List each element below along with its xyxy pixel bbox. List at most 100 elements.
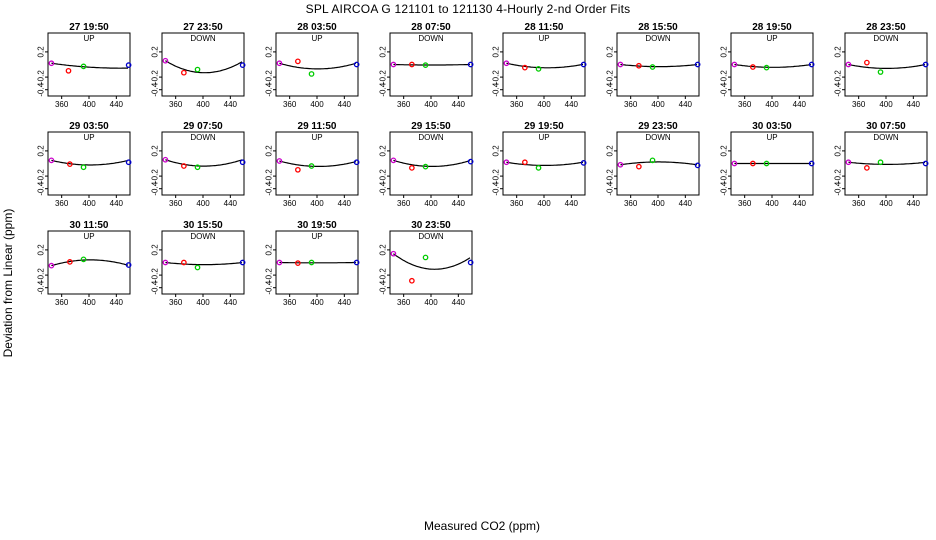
y-tick-label: 0.2 <box>379 145 388 157</box>
data-point <box>48 262 55 269</box>
x-tick-label: 400 <box>651 199 665 208</box>
panel-direction-label: DOWN <box>190 34 216 43</box>
y-tick-label: -0.2 <box>151 169 160 183</box>
y-tick-label: -0.4 <box>379 181 388 195</box>
x-axis-label: Measured CO2 (ppm) <box>423 519 541 533</box>
data-point <box>80 256 87 263</box>
x-tick-label: 360 <box>852 100 866 109</box>
y-tick-label: -0.2 <box>492 70 501 84</box>
x-tick-label: 360 <box>510 100 524 109</box>
y-tick-label: 0.2 <box>492 46 501 58</box>
panel-title: 28 23:50 <box>866 22 906 33</box>
fit-curve <box>506 161 584 166</box>
fit-curve <box>848 161 926 165</box>
data-point <box>65 67 72 74</box>
data-point <box>580 160 587 166</box>
y-tick-label: 0.2 <box>720 46 729 58</box>
fit-curve <box>279 62 357 70</box>
data-point <box>845 159 852 166</box>
data-point <box>181 69 187 76</box>
y-tick-label: -0.2 <box>37 169 46 183</box>
x-tick-label: 360 <box>738 199 752 208</box>
data-point <box>694 61 701 68</box>
data-point <box>353 61 360 68</box>
fit-curve <box>734 63 812 68</box>
panel-title: 27 19:50 <box>69 22 109 33</box>
data-point <box>194 264 201 271</box>
data-point <box>694 162 701 169</box>
x-tick-label: 400 <box>196 100 210 109</box>
panel-direction-label: DOWN <box>418 133 444 142</box>
y-tick-label: 0.2 <box>379 46 388 58</box>
fit-curve <box>165 60 243 74</box>
panel-direction-label: UP <box>766 133 777 142</box>
y-tick-label: 0.2 <box>151 46 160 58</box>
x-tick-label: 440 <box>452 100 466 109</box>
x-tick-label: 440 <box>338 100 352 109</box>
fit-curve <box>848 63 926 69</box>
data-point <box>617 161 624 168</box>
data-point <box>409 277 415 284</box>
y-tick-label: -0.4 <box>151 82 160 96</box>
x-tick-label: 440 <box>110 199 124 208</box>
y-tick-label: 0.2 <box>265 244 274 256</box>
x-tick-label: 440 <box>565 100 579 109</box>
y-tick-label: -0.2 <box>606 70 615 84</box>
y-tick-label: -0.4 <box>720 181 729 195</box>
fit-curve <box>393 63 470 66</box>
fit-curve <box>620 161 698 166</box>
y-tick-label: -0.4 <box>265 280 274 294</box>
data-point <box>864 59 870 66</box>
data-point <box>390 250 397 257</box>
data-point <box>239 62 246 68</box>
data-point <box>276 259 283 266</box>
x-tick-label: 400 <box>765 100 779 109</box>
x-tick-label: 400 <box>537 199 551 208</box>
data-point <box>750 160 756 167</box>
data-point <box>522 159 528 166</box>
panel-title: 28 03:50 <box>297 22 337 33</box>
data-point <box>864 165 870 171</box>
panel-title: 28 07:50 <box>411 22 451 33</box>
panel-direction-label: UP <box>83 34 94 43</box>
fit-curve <box>165 159 243 167</box>
data-point <box>125 62 132 68</box>
data-point <box>503 60 510 67</box>
x-tick-label: 400 <box>82 199 96 208</box>
x-tick-label: 360 <box>852 199 866 208</box>
x-tick-label: 440 <box>224 298 238 307</box>
panel-direction-label: DOWN <box>418 34 444 43</box>
x-tick-label: 440 <box>452 298 466 307</box>
x-tick-label: 400 <box>82 298 96 307</box>
y-tick-label: -0.2 <box>265 169 274 183</box>
x-tick-label: 440 <box>452 199 466 208</box>
y-tick-label: 0.2 <box>151 244 160 256</box>
y-tick-label: 0.2 <box>379 244 388 256</box>
y-tick-label: 0.2 <box>37 145 46 157</box>
data-point <box>390 157 397 164</box>
data-point <box>636 62 642 69</box>
x-tick-label: 360 <box>169 199 183 208</box>
panel-title: 29 15:50 <box>411 121 451 132</box>
data-point <box>48 157 55 164</box>
x-tick-label: 360 <box>55 199 69 208</box>
y-tick-label: -0.2 <box>492 169 501 183</box>
panel-direction-label: UP <box>538 133 549 142</box>
x-tick-label: 440 <box>793 199 807 208</box>
data-point <box>409 165 415 171</box>
data-point <box>80 63 87 70</box>
data-point <box>162 156 169 163</box>
x-tick-label: 360 <box>283 100 297 109</box>
data-point <box>535 66 542 72</box>
x-tick-label: 400 <box>424 298 438 307</box>
data-point <box>194 164 201 171</box>
y-tick-label: -0.2 <box>265 70 274 84</box>
fit-curve <box>51 259 129 267</box>
data-point <box>353 259 360 266</box>
